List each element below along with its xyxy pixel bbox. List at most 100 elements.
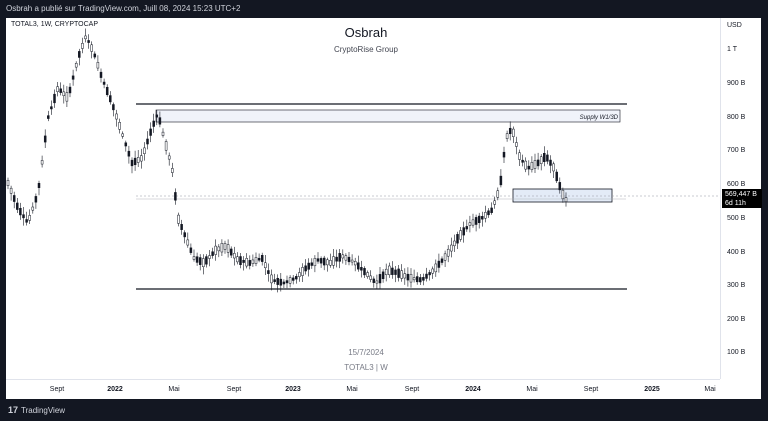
candle-body: [530, 162, 534, 171]
time-label: Mai: [168, 386, 180, 393]
candle-body: [555, 171, 558, 182]
candle-body: [313, 258, 317, 267]
candle-body: [564, 197, 568, 202]
symbol-label[interactable]: TOTAL3, 1W, CRYPTOCAP: [11, 21, 99, 28]
candle-body: [112, 104, 115, 111]
price-label: 400 B: [727, 249, 746, 256]
candle-body: [428, 272, 431, 276]
candle-body: [468, 222, 472, 226]
current-price-value: 569,447 B: [725, 191, 757, 198]
candle-body: [217, 246, 221, 252]
price-label: 800 B: [727, 114, 746, 121]
candle-body: [242, 259, 245, 263]
current-price-tag: 569,447 B 6d 11h: [722, 189, 762, 208]
candle-body: [453, 240, 456, 247]
candle-body: [316, 258, 320, 262]
candle-body: [236, 256, 239, 263]
price-chart[interactable]: Supply W1/3D: [6, 18, 720, 379]
candle-body: [403, 273, 407, 279]
bar-countdown: 6d 11h: [725, 200, 746, 207]
candle-body: [471, 219, 475, 226]
candle-body: [391, 267, 394, 275]
candle-body: [366, 272, 369, 277]
candle-body: [558, 182, 562, 191]
tradingview-logo[interactable]: 17 TradingView: [8, 405, 65, 415]
candle-body: [158, 117, 162, 125]
time-label: Mai: [346, 386, 358, 393]
candle-body: [474, 217, 478, 225]
candle-body: [353, 261, 357, 266]
candle-body: [549, 159, 552, 166]
candle-body: [397, 268, 400, 278]
price-label: 1 T: [727, 46, 737, 53]
price-label: 300 B: [727, 282, 746, 289]
candle-body: [443, 253, 447, 261]
chart-area[interactable]: Supply W1/3D TOTAL3, 1W, CRYPTOCAP Osbra…: [6, 18, 762, 400]
publish-header: Osbrah a publié sur TradingView.com, Jui…: [0, 0, 768, 18]
candle-body: [335, 256, 338, 262]
candle-body: [484, 212, 487, 219]
candle-body: [40, 160, 44, 165]
price-label: 900 B: [727, 80, 746, 87]
candle-body: [115, 113, 118, 120]
publish-info: Osbrah a publié sur TradingView.com, Jui…: [6, 4, 241, 13]
candle-body: [440, 258, 444, 263]
candle-body: [561, 189, 565, 200]
candle-body: [326, 259, 329, 266]
candle-body: [65, 92, 69, 102]
candle-body: [273, 279, 276, 282]
candle-body: [406, 273, 410, 281]
candle-body: [248, 260, 252, 266]
candle-body: [62, 91, 66, 96]
candle-body: [521, 159, 524, 163]
footer-bar: 17 TradingView: [0, 399, 768, 421]
candle-body: [233, 253, 236, 259]
candle-body: [59, 88, 62, 93]
candle-body: [28, 215, 31, 221]
time-axis[interactable]: Sept 2022 Mai Sept 2023 Mai Sept 2024 Ma…: [6, 379, 720, 400]
candle-body: [276, 277, 279, 285]
candle-body: [502, 151, 506, 158]
candle-body: [350, 259, 354, 263]
candle-body: [22, 214, 25, 219]
candle-body: [515, 142, 518, 147]
candle-body: [543, 153, 546, 162]
candle-body: [431, 268, 434, 274]
candle-body: [394, 269, 397, 275]
candle-body: [136, 157, 140, 163]
candle-body: [527, 165, 531, 170]
price-label: 100 B: [727, 349, 746, 356]
candle-body: [164, 141, 168, 151]
candle-body: [37, 183, 41, 188]
currency-label[interactable]: USD: [727, 22, 742, 29]
candle-body: [419, 277, 422, 283]
candle-body: [347, 256, 351, 263]
candle-body: [130, 159, 134, 167]
candle-body: [9, 187, 13, 194]
candle-body: [47, 115, 50, 119]
time-label: Mai: [526, 386, 538, 393]
candle-body: [208, 255, 211, 259]
candle-body: [87, 40, 90, 43]
candle-body: [109, 95, 112, 103]
candle-body: [459, 230, 462, 240]
candle-body: [50, 106, 53, 110]
price-axis[interactable]: USD 1 T 900 B 800 B 700 B 600 B 500 B 40…: [720, 18, 762, 379]
candle-body: [214, 245, 217, 255]
candle-body: [267, 270, 270, 274]
candle-body: [307, 262, 310, 270]
price-label: 600 B: [727, 181, 746, 188]
time-label: Sept: [226, 386, 242, 393]
candle-body: [304, 265, 307, 272]
candle-body: [310, 262, 314, 266]
candle-body: [239, 256, 242, 265]
candle-body: [456, 234, 459, 244]
candle-body: [226, 244, 230, 253]
candle-body: [422, 277, 425, 281]
candle-body: [388, 265, 391, 276]
candle-body: [462, 227, 465, 236]
candle-body: [481, 216, 484, 220]
candle-body: [99, 71, 103, 78]
candle-body: [446, 248, 450, 257]
candle-body: [251, 259, 255, 264]
